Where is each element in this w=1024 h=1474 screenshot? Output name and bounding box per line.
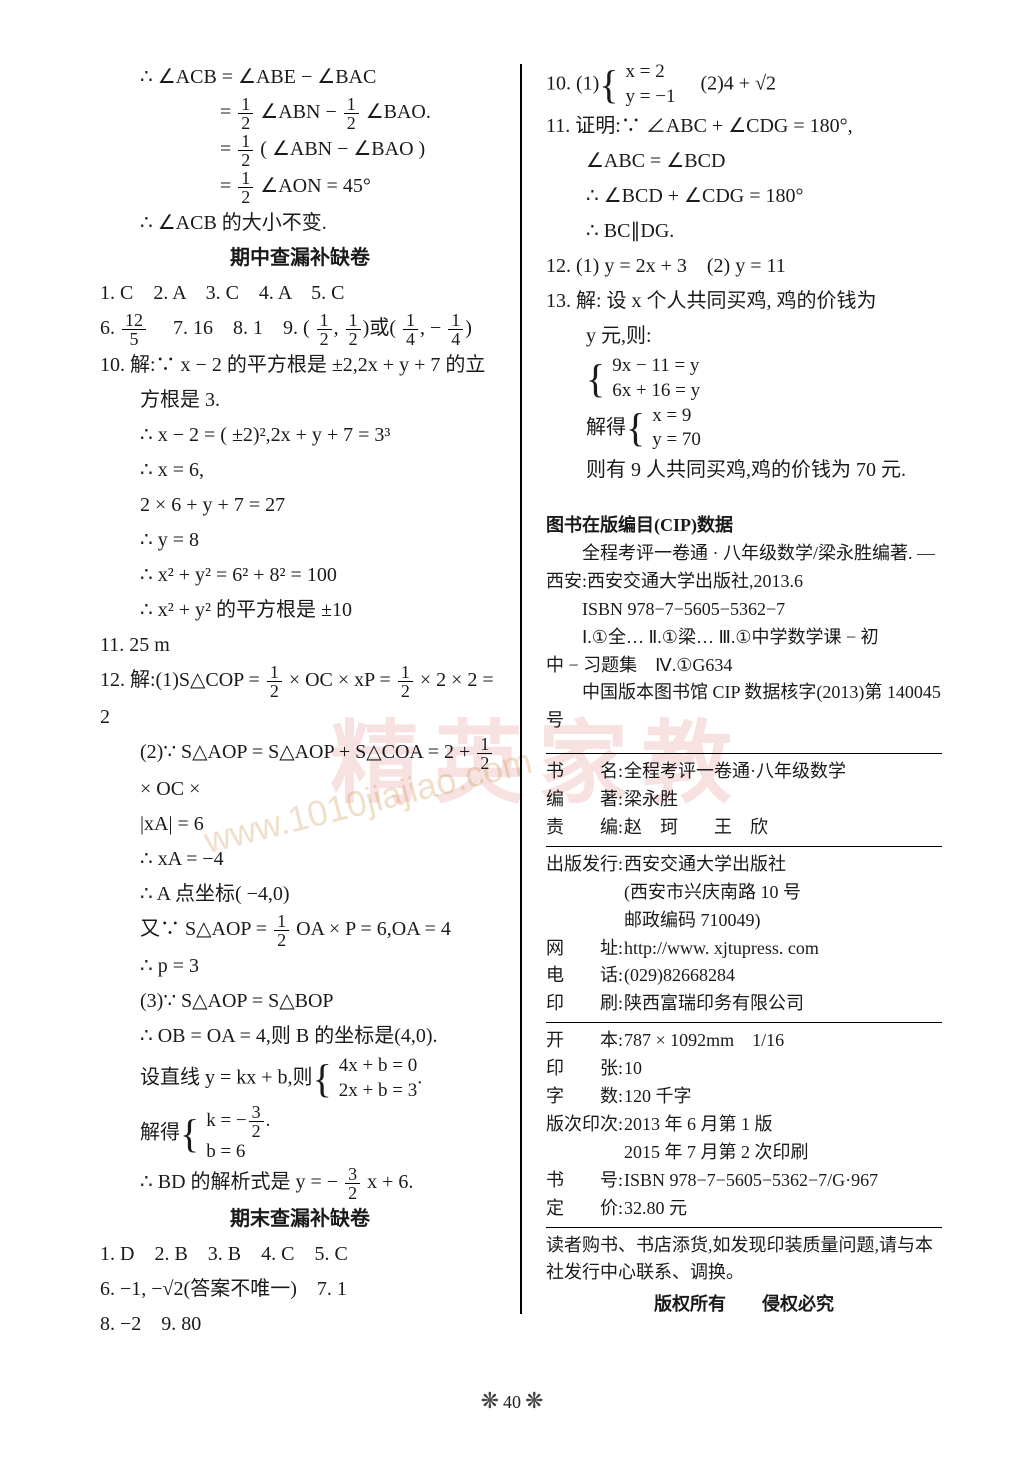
publisher-block: 出版发行:西安交通大学出版社 (西安市兴庆南路 10 号 邮政编码 710049… [546, 851, 942, 1018]
section-title-final: 期末查漏补缺卷 [100, 1202, 500, 1237]
solution-line: (2)∵ S△AOP = S△AOP + S△COA = 2 + 12 × OC… [100, 735, 500, 807]
solution-line: ∴ x − 2 = ( ±2)²,2x + y + 7 = 3³ [100, 418, 500, 453]
divider-line [546, 846, 942, 847]
solution-line: 设直线 y = kx + b,则{ 4x + b = 02x + b = 3. [100, 1054, 500, 1103]
solution-line: ∴ BD 的解析式是 y = − 32 x + 6. [100, 1165, 500, 1202]
solution-line: ∴ xA = −4 [100, 842, 500, 877]
solution-line: 12. (1) y = 2x + 3 (2) y = 11 [546, 249, 942, 284]
solution-line: 解得{ x = 9y = 70 [546, 404, 942, 453]
cip-line: Ⅰ.①全… Ⅱ.①梁… Ⅲ.①中学数学课 − 初 [546, 624, 942, 652]
solution-line: 方根是 3. [100, 383, 500, 418]
notice-block: 读者购书、书店添货,如发现印装质量问题,请与本社发行中心联系、调换。 版权所有 … [546, 1232, 942, 1320]
answer-line: 8. −2 9. 80 [100, 1307, 500, 1342]
solution-line: 10. (1){ x = 2y = −1 (2)4 + √2 [546, 60, 942, 109]
solution-line: ∴ y = 8 [100, 523, 500, 558]
solution-line: y 元,则: [546, 319, 942, 354]
solution-line: ∴ A 点坐标( −4,0) [100, 877, 500, 912]
cip-line: 中国版本图书馆 CIP 数据核字(2013)第 140045 号 [546, 679, 942, 735]
cip-line: 全程考评一卷通 · 八年级数学/梁永胜编著. — [546, 540, 942, 568]
solution-line: ∴ x² + y² = 6² + 8² = 100 [100, 558, 500, 593]
cip-title: 图书在版编目(CIP)数据 [546, 512, 942, 540]
eq-line: ∴ ∠ACB 的大小不变. [100, 206, 500, 241]
answer-line: 6. −1, −√2(答案不唯一) 7. 1 [100, 1272, 500, 1307]
page-number: 40 [477, 1388, 548, 1414]
solution-line: { 9x − 11 = y6x + 16 = y [546, 354, 942, 403]
solution-line: |xA| = 6 [100, 807, 500, 842]
answer-line: 1. D 2. B 3. B 4. C 5. C [100, 1237, 500, 1272]
book-meta-block: 书 名:全程考评一卷通·八年级数学 编 著:梁永胜 责 编:赵 珂 王 欣 [546, 758, 942, 842]
eq-line: ∴ ∠ACB = ∠ABE − ∠BAC [100, 60, 500, 95]
divider-line [546, 1022, 942, 1023]
solution-line: 10. 解:∵ x − 2 的平方根是 ±2,2x + y + 7 的立 [100, 348, 500, 383]
cip-line: 中 − 习题集 Ⅳ.①G634 [546, 652, 942, 680]
solution-line: ∴ BC∥DG. [546, 214, 942, 249]
solution-line: ∴ x = 6, [100, 453, 500, 488]
solution-line: 11. 证明:∵ ∠ABC + ∠CDG = 180°, [546, 109, 942, 144]
solution-line: 13. 解: 设 x 个人共同买鸡, 鸡的价钱为 [546, 284, 942, 319]
solution-line: 解得{ k = −32. b = 6 [100, 1103, 500, 1165]
solution-line: ∴ OB = OA = 4,则 B 的坐标是(4,0). [100, 1019, 500, 1054]
cip-block: 图书在版编目(CIP)数据 全程考评一卷通 · 八年级数学/梁永胜编著. — 西… [546, 512, 942, 735]
eq-line: = 12 ( ∠ABN − ∠BAO ) [100, 132, 500, 169]
solution-line: ∴ ∠BCD + ∠CDG = 180° [546, 179, 942, 214]
solution-line: 又∵ S△AOP = 12 OA × P = 6,OA = 4 [100, 912, 500, 949]
answer-line: 11. 25 m [100, 628, 500, 663]
page-container: ∴ ∠ACB = ∠ABE − ∠BAC = 12 ∠ABN − 12 ∠BAO… [0, 0, 1024, 1474]
answer-line: 6. 125 7. 16 8. 1 9. ( 12, 12)或( 14, − 1… [100, 311, 500, 348]
solution-line: (3)∵ S△AOP = S△BOP [100, 984, 500, 1019]
solution-line: ∠ABC = ∠BCD [546, 144, 942, 179]
divider-line [546, 753, 942, 754]
solution-line: ∴ x² + y² 的平方根是 ±10 [100, 593, 500, 628]
section-title-midterm: 期中查漏补缺卷 [100, 241, 500, 276]
eq-line: = 12 ∠AON = 45° [100, 169, 500, 206]
right-column: 10. (1){ x = 2y = −1 (2)4 + √2 11. 证明:∵ … [522, 60, 942, 1434]
spec-block: 开 本:787 × 1092mm 1/16 印 张:10 字 数:120 千字 … [546, 1027, 942, 1222]
eq-line: = 12 ∠ABN − 12 ∠BAO. [100, 95, 500, 132]
copyright-line: 版权所有 侵权必究 [546, 1291, 942, 1319]
solution-line: ∴ p = 3 [100, 949, 500, 984]
solution-line: 则有 9 人共同买鸡,鸡的价钱为 70 元. [546, 453, 942, 488]
answer-line: 1. C 2. A 3. C 4. A 5. C [100, 276, 500, 311]
cip-line: ISBN 978−7−5605−5362−7 [546, 596, 942, 624]
solution-line: 12. 解:(1)S△COP = 12 × OC × xP = 12 × 2 ×… [100, 663, 500, 735]
solution-line: 2 × 6 + y + 7 = 27 [100, 488, 500, 523]
cip-line: 西安:西安交通大学出版社,2013.6 [546, 568, 942, 596]
left-column: ∴ ∠ACB = ∠ABE − ∠BAC = 12 ∠ABN − 12 ∠BAO… [100, 60, 520, 1434]
divider-line [546, 1227, 942, 1228]
